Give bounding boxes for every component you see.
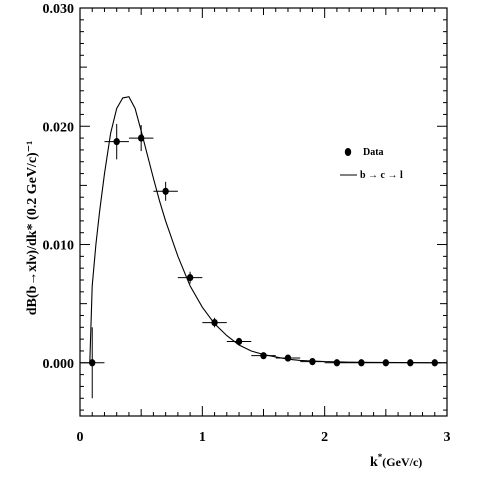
data-marker [358, 359, 365, 367]
legend-label-model: b → c → l [360, 170, 403, 181]
data-point [177, 271, 203, 284]
legend: Data b → c → l [340, 147, 403, 181]
data-marker [260, 352, 267, 360]
x-axis-title: k*(GeV/c) [370, 452, 422, 470]
data-point [349, 359, 374, 367]
data-marker [309, 358, 316, 366]
y-tick-label: 0.030 [43, 2, 75, 17]
data-marker [113, 138, 120, 146]
axis-ticks [79, 7, 448, 416]
data-point [251, 352, 276, 360]
tick-labels: 0 1 2 3 0.000 0.010 0.020 0.030 [43, 2, 451, 445]
data-point [226, 337, 252, 346]
data-point [422, 359, 447, 367]
data-point [202, 317, 227, 328]
y-tick-label: 0.000 [43, 357, 75, 372]
data-point [104, 123, 129, 160]
data-point [275, 354, 301, 362]
data-point [80, 327, 105, 399]
data-point [373, 359, 399, 367]
data-marker [211, 318, 218, 327]
data-marker [284, 354, 292, 362]
data-marker [137, 134, 145, 142]
y-axis-title: dB(b→xlν)/dk* (0.2 GeV/c)⁻¹ [25, 141, 40, 316]
data-marker [89, 359, 96, 367]
data-marker [407, 359, 414, 367]
legend-marker-data [344, 148, 352, 156]
data-marker [333, 359, 341, 367]
data-point [300, 358, 325, 366]
x-tick-label: 1 [199, 430, 206, 445]
x-tick-label: 3 [444, 430, 451, 445]
y-tick-label: 0.010 [43, 239, 75, 254]
data-points-layer [80, 123, 447, 399]
data-marker [162, 187, 169, 195]
data-point [398, 359, 423, 367]
data-point [153, 181, 178, 201]
data-point [324, 359, 350, 367]
data-marker [431, 359, 438, 367]
legend-label-data: Data [363, 147, 384, 158]
data-marker [382, 359, 390, 367]
data-marker [186, 274, 194, 282]
data-point [128, 125, 154, 152]
x-tick-label: 0 [77, 430, 84, 445]
y-tick-label: 0.020 [43, 120, 75, 135]
data-marker [235, 337, 243, 346]
x-tick-label: 2 [321, 430, 328, 445]
